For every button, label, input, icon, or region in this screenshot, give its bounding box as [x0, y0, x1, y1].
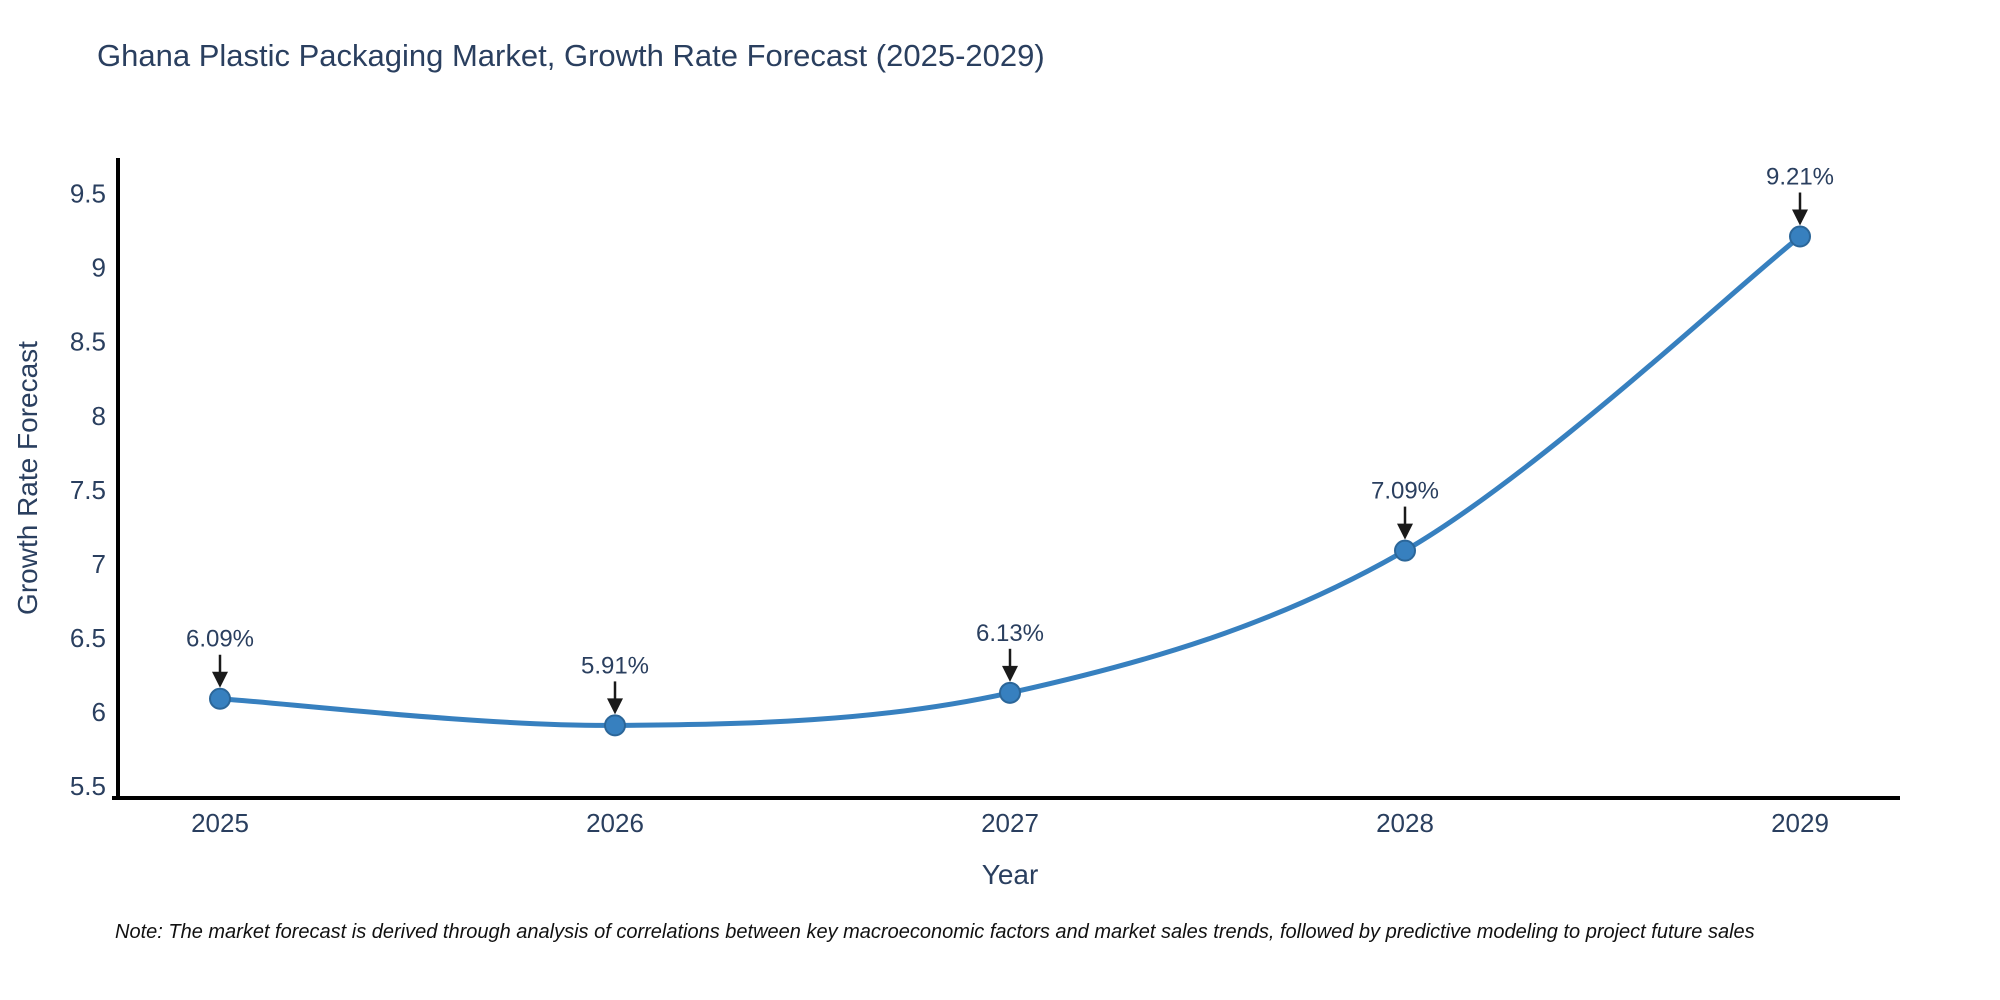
data-point-2028[interactable] — [1394, 539, 1416, 562]
annotation-arrowhead-icon — [212, 671, 228, 688]
growth-rate-line — [217, 234, 1803, 728]
data-point-2027[interactable] — [999, 681, 1021, 704]
y-tick-label-6.5: 6.5 — [70, 623, 106, 653]
x-tick-label-2025: 2025 — [191, 808, 249, 838]
x-axis-title: Year — [981, 859, 1039, 890]
annotation-arrowhead-icon — [1002, 665, 1018, 682]
y-tick-label-9: 9 — [92, 253, 106, 283]
data-point-2025[interactable] — [209, 687, 231, 710]
x-tick-label-2027: 2027 — [981, 808, 1039, 838]
y-tick-label-8.5: 8.5 — [70, 327, 106, 357]
footnote: Note: The market forecast is derived thr… — [115, 921, 1755, 943]
y-tick-label-7.5: 7.5 — [70, 475, 106, 505]
annotation-label-2027: 6.13% — [976, 620, 1044, 647]
y-tick-label-9.5: 9.5 — [70, 179, 106, 209]
y-tick-label-8: 8 — [92, 401, 106, 431]
tick-layer: 5.5 6 6.5 7 7.5 8 8.5 9 9.5 2025 2026 2027 2028 2029 — [70, 179, 1829, 838]
y-tick-label-7: 7 — [92, 549, 106, 579]
annotation-label-2029: 9.21% — [1766, 164, 1834, 191]
y-axis-title: Growth Rate Forecast — [12, 341, 43, 615]
annotation-layer: 6.09% 5.91% 6.13% 7.09% 9.21% — [186, 164, 1834, 715]
annotation-arrowhead-icon — [607, 698, 623, 715]
annotation-label-2025: 6.09% — [186, 626, 254, 653]
x-tick-label-2028: 2028 — [1376, 808, 1434, 838]
annotation-label-2026: 5.91% — [581, 652, 649, 679]
data-point-2026[interactable] — [604, 714, 626, 737]
annotation-arrowhead-icon — [1397, 523, 1413, 540]
annotation-arrowhead-icon — [1792, 209, 1808, 226]
series-layer — [209, 225, 1811, 737]
x-tick-label-2026: 2026 — [586, 808, 644, 838]
axes-layer — [112, 158, 1900, 800]
y-tick-label-6: 6 — [92, 697, 106, 727]
y-tick-label-5.5: 5.5 — [70, 771, 106, 801]
data-point-2029[interactable] — [1789, 225, 1811, 248]
annotation-label-2028: 7.09% — [1371, 478, 1439, 505]
x-tick-label-2029: 2029 — [1771, 808, 1829, 838]
chart-title: Ghana Plastic Packaging Market, Growth R… — [97, 38, 1045, 73]
